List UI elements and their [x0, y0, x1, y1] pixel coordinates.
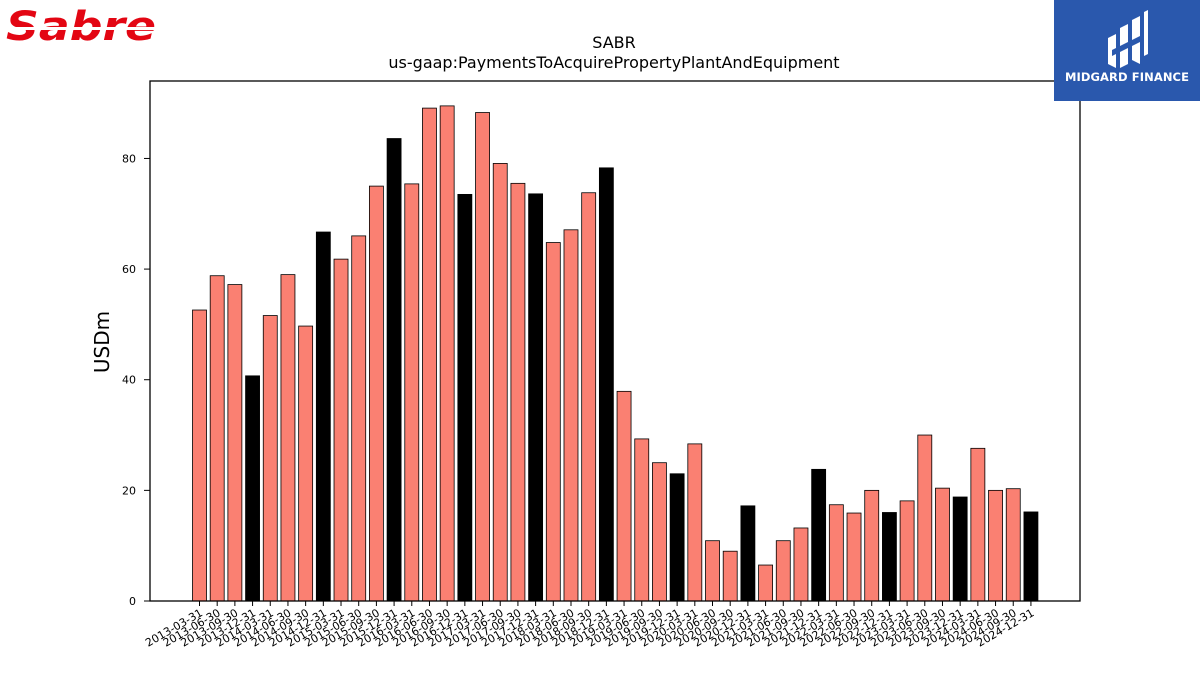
bar-2015-12-31	[386, 138, 402, 602]
bar-2020-09-30	[722, 550, 738, 602]
plot-frame	[149, 80, 1081, 602]
bar-2021-09-30	[793, 527, 809, 602]
bar-2015-09-30	[368, 185, 384, 602]
bar-2014-09-30	[298, 325, 314, 602]
y-tick-label: 80	[122, 152, 136, 165]
bar-2013-03-31	[192, 309, 207, 602]
bar-2015-06-30	[351, 235, 367, 602]
bar-2018-03-31	[545, 242, 561, 602]
bar-2019-03-31	[616, 390, 632, 602]
chart-title: SABR	[592, 33, 636, 52]
bar-2022-12-31	[882, 512, 897, 602]
bar-2013-09-30	[227, 284, 243, 602]
bar-2019-09-30	[652, 462, 667, 602]
bar-2020-03-31	[687, 443, 703, 602]
bar-2014-12-31	[315, 231, 331, 602]
sabre-logo-stripe	[4, 27, 156, 30]
bar-2014-03-31	[262, 315, 278, 602]
sabre-logo-text: Sabre	[6, 4, 156, 48]
bar-2021-03-31	[758, 564, 773, 602]
bar-2023-03-31	[899, 500, 915, 602]
bar-2019-12-31	[669, 473, 685, 602]
bar-2022-06-30	[846, 512, 862, 602]
bar-2023-09-30	[935, 487, 950, 602]
bar-2013-06-30	[209, 275, 225, 602]
bar-2016-06-30	[422, 107, 437, 602]
bar-2022-09-30	[864, 489, 880, 602]
bar-2017-12-31	[528, 193, 544, 602]
bar-2014-06-30	[280, 274, 296, 602]
bar-2023-12-31	[952, 496, 968, 602]
x-axis: 2013-03-312013-06-302013-09-302013-12-31…	[143, 601, 1036, 650]
y-tick-label: 40	[122, 374, 136, 387]
bar-2016-12-31	[457, 193, 473, 602]
y-axis-label: USDm	[90, 311, 114, 373]
midgard-finance-logo: MIDGARD FINANCE	[1054, 0, 1200, 101]
bar-2017-06-30	[492, 163, 508, 602]
bar-2017-09-30	[510, 182, 526, 602]
bar-2020-12-31	[740, 505, 756, 602]
bar-2019-06-30	[634, 438, 650, 602]
bar-2018-09-30	[581, 192, 597, 602]
bar-2016-09-30	[439, 105, 455, 602]
chart-subtitle: us-gaap:PaymentsToAcquirePropertyPlantAn…	[388, 53, 839, 72]
bar-2023-06-30	[917, 434, 933, 602]
bar-2018-12-31	[598, 167, 614, 602]
bar-group	[192, 105, 1039, 602]
bar-2024-12-31	[1023, 511, 1039, 602]
bar-2024-09-30	[1005, 488, 1021, 602]
bar-2021-06-30	[775, 540, 791, 602]
bar-2022-03-31	[828, 504, 844, 602]
bar-2021-12-31	[811, 468, 827, 602]
y-axis: 0 20 40 60 80	[122, 152, 150, 608]
sabre-logo: Sabre	[4, 4, 164, 50]
y-tick-label: 0	[129, 595, 136, 608]
bar-2020-06-30	[705, 540, 720, 602]
bar-2013-12-31	[245, 375, 260, 602]
midgard-mark-icon	[1108, 10, 1148, 68]
y-tick-label: 60	[122, 263, 136, 276]
y-tick-label: 20	[122, 484, 136, 497]
bar-2015-03-31	[333, 258, 349, 602]
sabre-logo-mark: Sabre	[4, 4, 156, 50]
bar-2024-06-30	[988, 489, 1003, 602]
bar-2018-06-30	[563, 229, 579, 602]
midgard-finance-logo-text: MIDGARD FINANCE	[1064, 70, 1190, 84]
bar-2016-03-31	[404, 183, 420, 602]
bar-2017-03-31	[475, 112, 490, 602]
bar-2024-03-31	[970, 447, 986, 602]
